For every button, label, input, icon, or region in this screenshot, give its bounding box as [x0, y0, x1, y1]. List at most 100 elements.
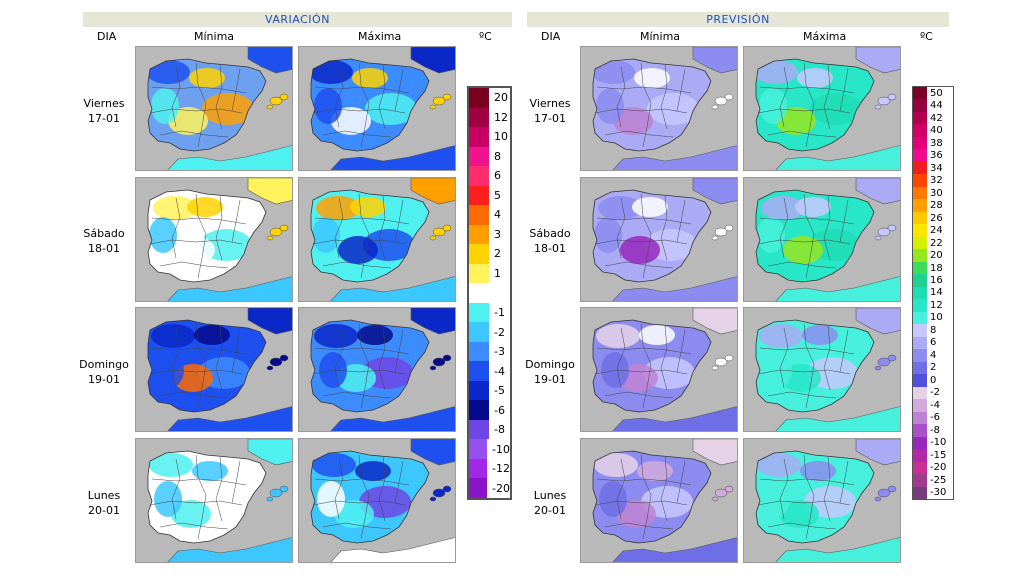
province-border — [616, 197, 626, 259]
variacion-col-max: Máxima — [358, 30, 402, 43]
balearic-island — [724, 224, 734, 232]
province-border — [358, 323, 370, 409]
province-border — [231, 199, 241, 243]
province-border — [215, 456, 223, 522]
province-border — [594, 500, 688, 506]
balearic-island — [874, 104, 882, 110]
balearic-island — [279, 224, 289, 232]
variation-legend-swatch — [469, 400, 489, 420]
variacion-day-label: Viernes 17-01 — [69, 96, 139, 126]
province-border — [231, 460, 241, 504]
variation-legend-row: 4 — [469, 205, 510, 225]
province-border — [596, 86, 692, 94]
prevision-day-label: Domingo 19-01 — [515, 357, 585, 387]
day-name: Lunes — [533, 489, 567, 502]
province-border — [640, 323, 652, 409]
forecast-legend-swatch — [913, 224, 927, 237]
province-border — [314, 217, 410, 225]
forecast-legend-swatch — [913, 461, 927, 475]
forecast-legend-swatch — [913, 486, 927, 499]
france-landmass — [692, 47, 737, 74]
forecast-max-map — [743, 46, 901, 171]
france-landmass — [855, 308, 900, 335]
france-landmass — [692, 178, 737, 205]
africa-landmass — [330, 145, 455, 170]
province-border — [378, 195, 386, 261]
field-patch — [598, 196, 642, 220]
forecast-legend-label: 42 — [930, 112, 943, 124]
france-landmass — [855, 47, 900, 74]
africa-landmass — [775, 276, 900, 301]
coastline — [310, 319, 430, 413]
france-landmass — [247, 47, 292, 74]
field-patch — [779, 500, 819, 528]
forecast-min-map — [580, 307, 738, 432]
field-patch — [189, 68, 225, 88]
balearic-island — [269, 227, 283, 237]
forecast-legend-label: -30 — [930, 487, 947, 499]
coastline — [755, 319, 875, 413]
france-landmass — [410, 439, 455, 466]
forecast-legend-row: 18 — [913, 261, 953, 275]
coastline — [147, 58, 267, 152]
forecast-legend-row: 6 — [913, 336, 953, 350]
variation-legend-swatch — [469, 302, 489, 323]
variacion-col-day: DIA — [97, 30, 117, 43]
forecast-legend-swatch — [913, 449, 927, 462]
balearic-island — [874, 496, 882, 502]
province-border — [358, 193, 370, 279]
balearic-island — [877, 488, 891, 498]
province-border — [596, 217, 692, 225]
balearic-island — [442, 354, 452, 362]
forecast-legend-row: 14 — [913, 286, 953, 300]
variation-legend-label: 5 — [494, 188, 501, 202]
field-patch — [151, 324, 195, 348]
province-border — [394, 329, 404, 373]
prevision-unit: ºC — [920, 30, 933, 43]
forecast-legend-row: 22 — [913, 236, 953, 250]
coastline — [310, 189, 430, 283]
forecast-legend-row: -10 — [913, 436, 953, 450]
forecast-legend-label: 0 — [930, 374, 937, 386]
variation-legend-label: -1 — [494, 306, 505, 319]
province-border — [151, 86, 247, 94]
forecast-legend-row: 26 — [913, 211, 953, 225]
balearic-island — [877, 227, 891, 237]
france-landmass — [410, 47, 455, 74]
variation-legend: 20 12 10 8 6 5 4 3 2 1 -1 -2 -3 -4 -5 -6 -8 -10 -12 -20 — [467, 86, 512, 500]
province-border — [312, 500, 406, 506]
forecast-legend-label: -4 — [930, 399, 940, 411]
variation-legend-swatch — [469, 205, 489, 225]
province-border — [594, 108, 688, 114]
africa-landmass — [330, 406, 455, 431]
forecast-legend-label: 50 — [930, 87, 943, 99]
variation-legend-row: -3 — [469, 341, 510, 362]
province-border — [312, 369, 406, 375]
day-date: 18-01 — [88, 242, 120, 255]
forecast-legend-swatch — [913, 299, 927, 312]
variation-legend-row: 5 — [469, 185, 510, 206]
province-border — [358, 62, 370, 148]
field-patch — [338, 236, 378, 264]
balearic-island — [711, 496, 719, 502]
forecast-legend-row: 42 — [913, 111, 953, 125]
day-name: Viernes — [529, 97, 571, 110]
forecast-legend-row: 30 — [913, 186, 953, 200]
forecast-legend-row: 36 — [913, 149, 953, 162]
variation-legend-swatch — [469, 146, 489, 167]
variation-legend-label: 10 — [494, 130, 508, 144]
province-border — [803, 62, 815, 148]
france-landmass — [692, 308, 737, 335]
balearic-island — [429, 235, 437, 241]
field-patch — [194, 325, 230, 345]
prevision-banner: PREVISIÓN — [527, 12, 949, 27]
variation-legend-row: 6 — [469, 166, 510, 186]
prevision-day-label: Viernes 17-01 — [515, 96, 585, 126]
balearic-island — [887, 224, 897, 232]
balearic-island — [877, 357, 891, 367]
forecast-legend-label: -25 — [930, 474, 947, 486]
prevision-col-min: Mínima — [640, 30, 681, 43]
forecast-legend-swatch — [913, 111, 927, 125]
field-patch — [312, 453, 356, 477]
province-border — [151, 478, 247, 486]
